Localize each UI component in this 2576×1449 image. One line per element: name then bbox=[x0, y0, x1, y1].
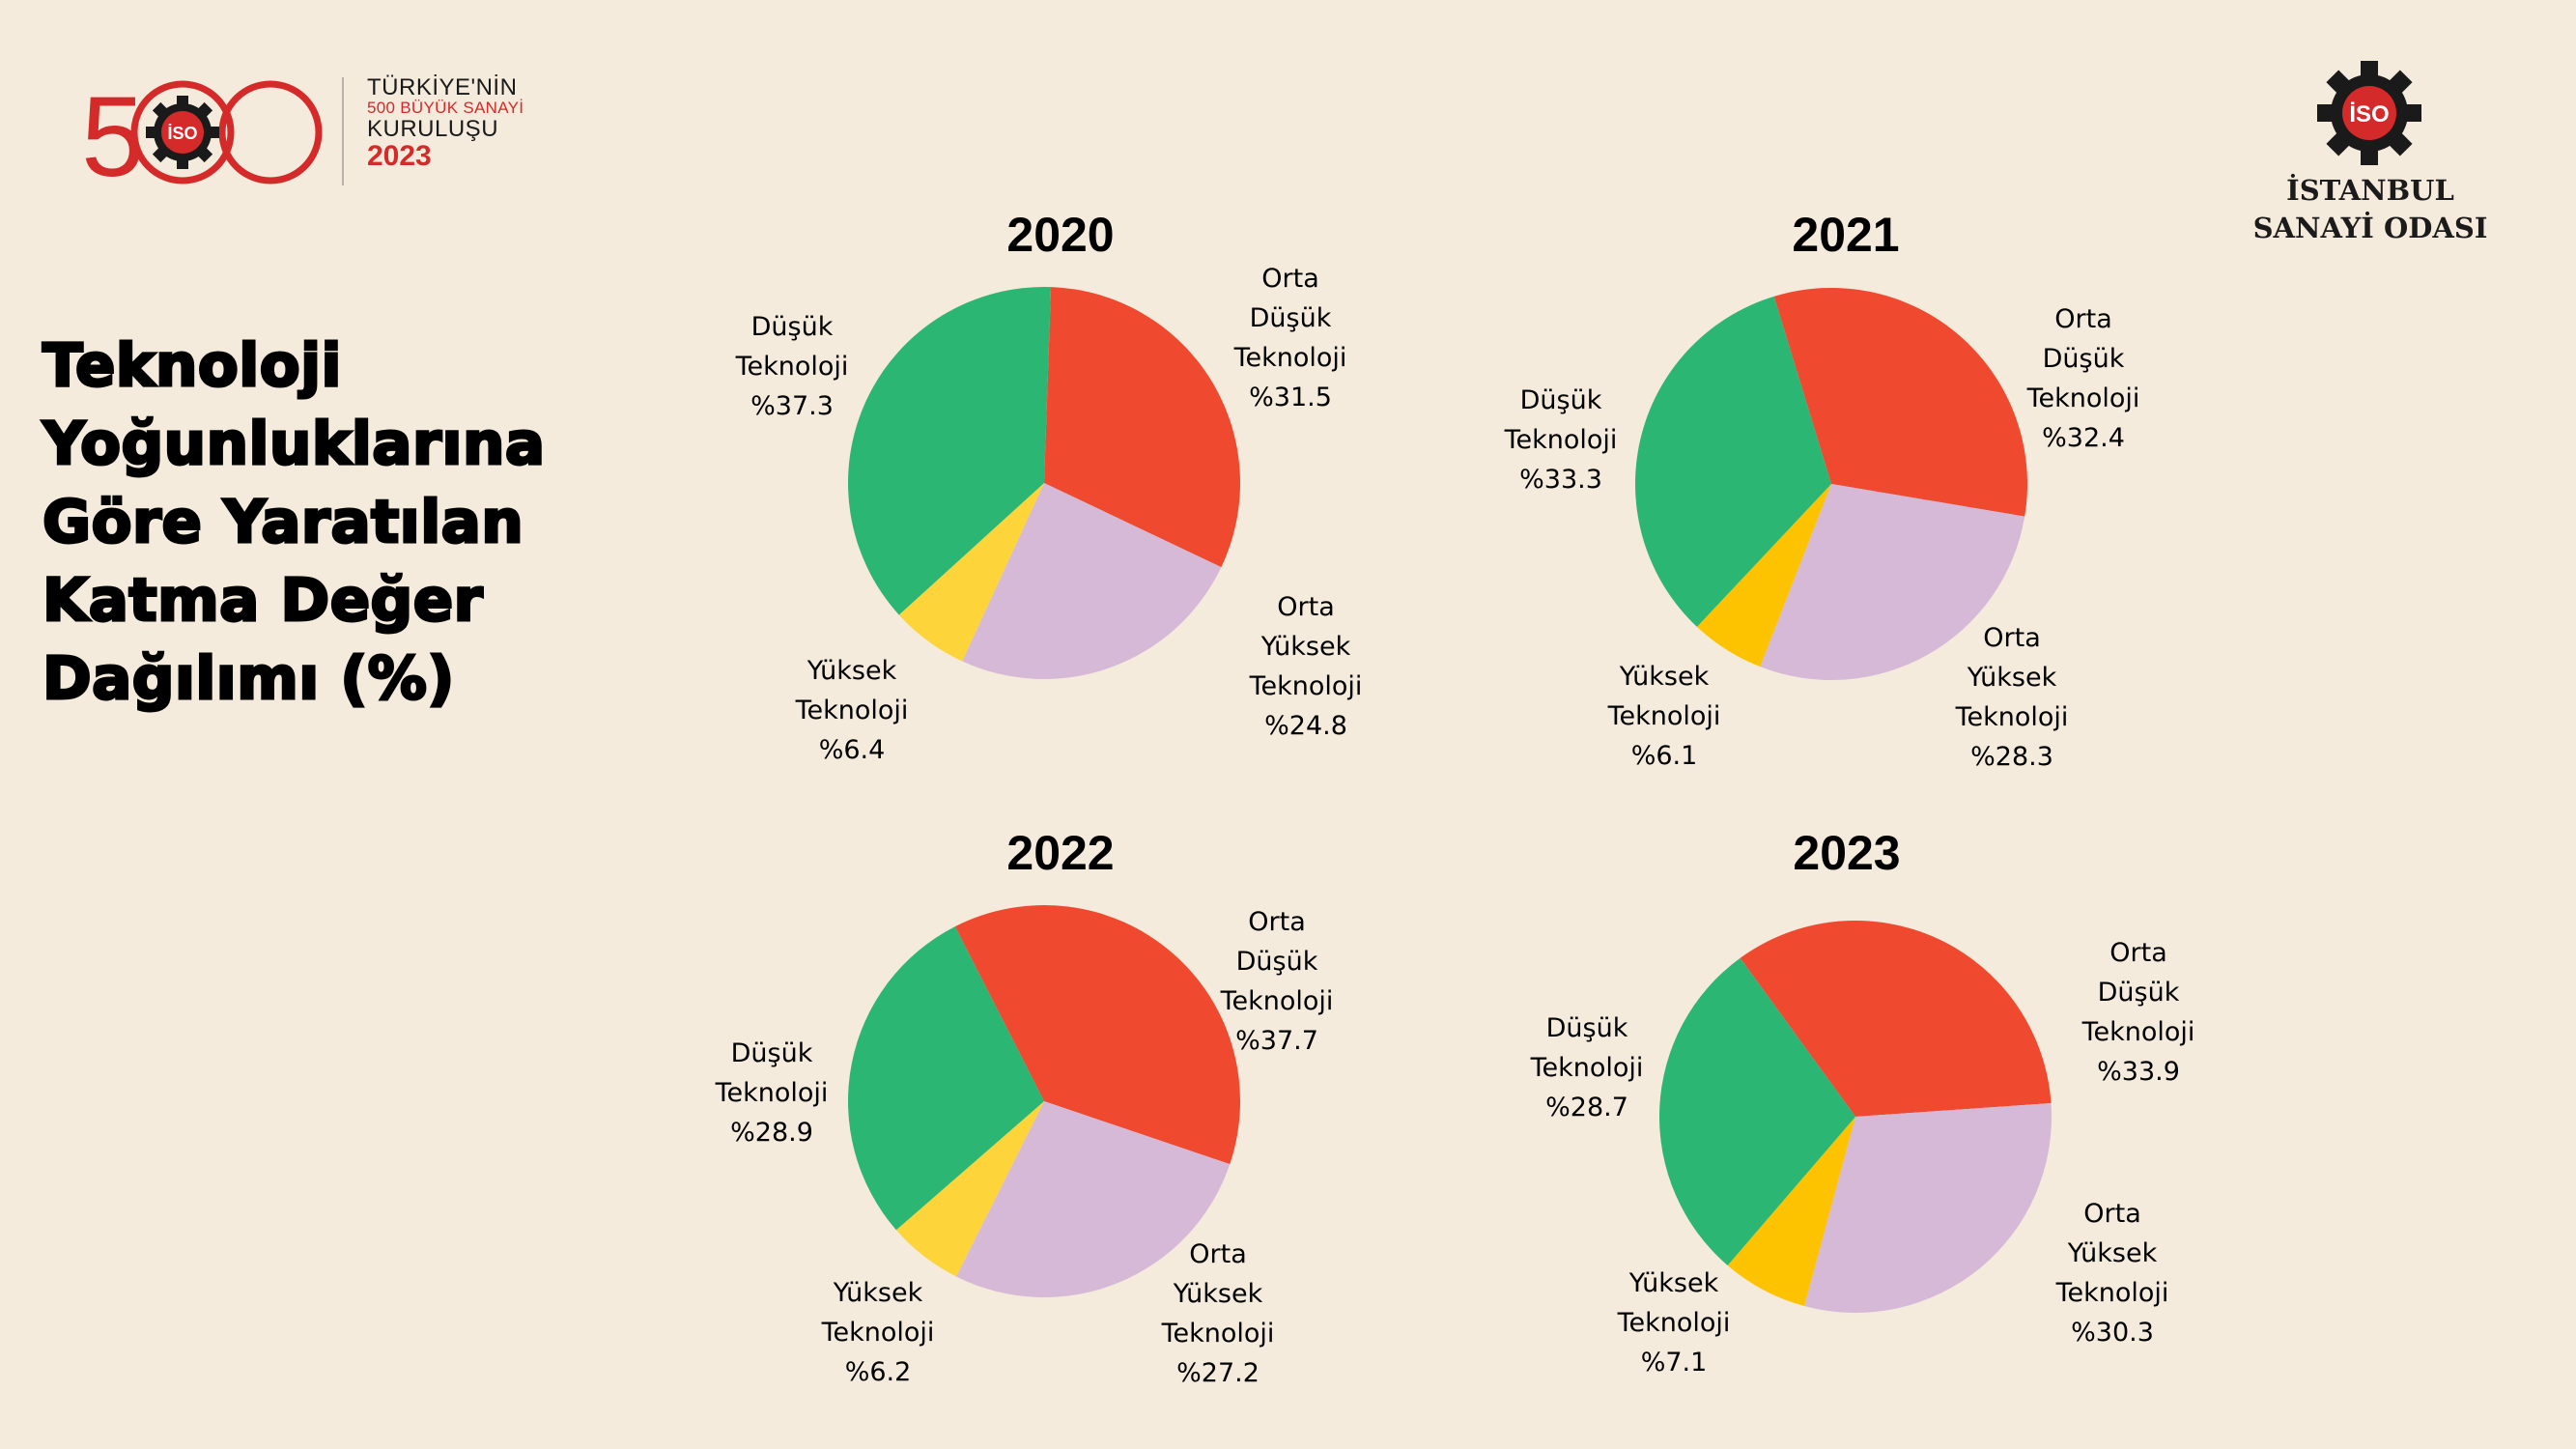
logo-line-3: KURULUŞU bbox=[367, 116, 499, 143]
pie-label-low-2022: Düşük Teknoloji %28.9 bbox=[715, 1038, 829, 1148]
pie-slice-medium-high-2023 bbox=[1804, 1102, 2052, 1313]
pie-slice-low-2023 bbox=[1659, 957, 1855, 1265]
isco-500-logo-text: TÜRKİYE'NİN 500 BÜYÜK SANAYİ KURULUŞU 20… bbox=[367, 75, 524, 172]
pie-label-medium-low-2020: Orta Düşük Teknoloji %31.5 bbox=[1233, 264, 1347, 412]
logo-line-4: 2023 bbox=[367, 140, 432, 173]
pie-slice-high-2021 bbox=[1696, 484, 1831, 668]
chart-title-2020: 2020 bbox=[1006, 208, 1115, 262]
title-line: Dağılımı (%) bbox=[42, 643, 456, 715]
logo-org-line-1: İSTANBUL bbox=[2286, 174, 2454, 207]
pie-label-low-2023: Düşük Teknoloji %28.7 bbox=[1530, 1013, 1644, 1122]
title-line: Yoğunluklarına bbox=[42, 409, 547, 480]
title-line: Teknoloji bbox=[42, 330, 343, 402]
pie-slice-medium-low-2023 bbox=[1740, 920, 2052, 1117]
pie-label-low-2020: Düşük Teknoloji %37.3 bbox=[735, 312, 849, 421]
pie-label-high-2023: Yüksek Teknoloji %7.1 bbox=[1617, 1268, 1731, 1378]
pie-slice-medium-low-2021 bbox=[1773, 288, 2027, 517]
pie-label-high-2022: Yüksek Teknoloji %6.2 bbox=[821, 1278, 935, 1387]
pie-label-medium-low-2022: Orta Düşük Teknoloji %37.7 bbox=[1220, 907, 1334, 1056]
chart-title-2022: 2022 bbox=[1006, 826, 1115, 880]
pie-slice-medium-high-2020 bbox=[962, 483, 1222, 680]
isco-500-logo: 5 İSO bbox=[81, 73, 323, 192]
chart-title-2023: 2023 bbox=[1793, 826, 1901, 880]
pie-slice-low-2022 bbox=[848, 926, 1044, 1231]
title-line: Göre Yaratılan bbox=[42, 487, 525, 558]
pie-label-low-2021: Düşük Teknoloji %33.3 bbox=[1504, 385, 1618, 495]
logo-org-line-2: SANAYİ ODASI bbox=[2252, 212, 2488, 244]
pie-slice-medium-low-2022 bbox=[954, 905, 1240, 1165]
iso-badge-text: İSO bbox=[2349, 101, 2389, 128]
pie-slice-medium-low-2020 bbox=[1044, 287, 1241, 568]
pie-slice-high-2022 bbox=[895, 1101, 1044, 1277]
pie-label-high-2021: Yüksek Teknoloji %6.1 bbox=[1607, 662, 1721, 771]
pie-label-medium-low-2023: Orta Düşük Teknoloji %33.9 bbox=[2081, 938, 2195, 1087]
pie-slice-high-2023 bbox=[1727, 1117, 1855, 1306]
logo-line-2: 500 BÜYÜK SANAYİ bbox=[367, 99, 524, 118]
svg-text:İSO: İSO bbox=[167, 124, 197, 143]
logo-divider bbox=[342, 77, 344, 185]
pie-label-medium-low-2021: Orta Düşük Teknoloji %32.4 bbox=[2026, 304, 2140, 453]
pie-slice-low-2021 bbox=[1635, 296, 1831, 627]
pie-label-high-2020: Yüksek Teknoloji %6.4 bbox=[795, 656, 909, 765]
logo-line-1: TÜRKİYE'NİN bbox=[367, 74, 518, 100]
gear-icon: İSO bbox=[146, 96, 219, 169]
pie-slice-medium-high-2021 bbox=[1760, 484, 2025, 680]
page-title: Teknoloji Yoğunluklarına Göre Yaratılan … bbox=[42, 327, 641, 718]
title-line: Katma Değer bbox=[42, 565, 485, 637]
pie-slice-high-2020 bbox=[898, 483, 1044, 662]
iso-gear-icon: İSO bbox=[2317, 61, 2421, 165]
pie-label-medium-high-2023: Orta Yüksek Teknoloji %30.3 bbox=[2055, 1199, 2169, 1348]
pie-label-medium-high-2021: Orta Yüksek Teknoloji %28.3 bbox=[1955, 623, 2069, 772]
pie-label-medium-high-2022: Orta Yüksek Teknoloji %27.2 bbox=[1161, 1239, 1275, 1388]
pie-slice-medium-high-2022 bbox=[955, 1101, 1231, 1297]
pie-label-medium-high-2020: Orta Yüksek Teknoloji %24.8 bbox=[1249, 592, 1363, 741]
chart-title-2021: 2021 bbox=[1792, 208, 1900, 262]
istanbul-sanayi-odasi-logo-text: İSTANBUL SANAYİ ODASI bbox=[2253, 172, 2488, 247]
pie-slice-low-2020 bbox=[847, 286, 1052, 615]
